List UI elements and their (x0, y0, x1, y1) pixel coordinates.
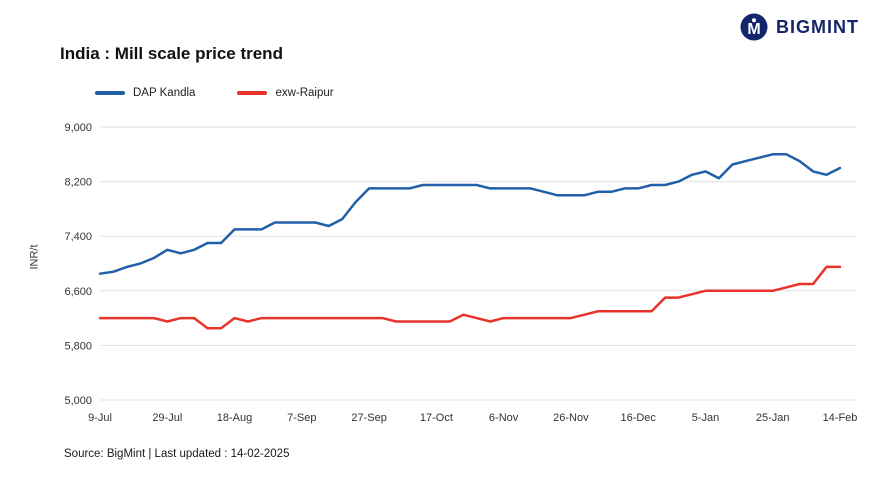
svg-text:6,600: 6,600 (64, 286, 92, 298)
svg-text:18-Aug: 18-Aug (217, 412, 252, 424)
svg-text:14-Feb: 14-Feb (823, 412, 858, 424)
svg-text:7,400: 7,400 (64, 231, 92, 243)
source-note: Source: BigMint | Last updated : 14-02-2… (64, 448, 290, 460)
svg-text:16-Dec: 16-Dec (620, 412, 656, 424)
svg-text:9,000: 9,000 (64, 122, 92, 134)
svg-text:M: M (747, 21, 760, 38)
svg-text:8,200: 8,200 (64, 177, 92, 189)
svg-text:27-Sep: 27-Sep (351, 412, 386, 424)
legend-swatch-blue (95, 91, 125, 95)
bigmint-logo: M BIGMINT (739, 12, 859, 42)
legend-item-exw-raipur: exw-Raipur (237, 87, 334, 99)
legend-label-exw-raipur: exw-Raipur (275, 87, 334, 99)
chart-legend: DAP Kandla exw-Raipur (95, 87, 334, 99)
svg-text:6-Nov: 6-Nov (489, 412, 519, 424)
svg-text:29-Jul: 29-Jul (152, 412, 182, 424)
page-title: India : Mill scale price trend (60, 44, 283, 63)
svg-text:9-Jul: 9-Jul (88, 412, 112, 424)
svg-text:5,000: 5,000 (64, 395, 92, 407)
svg-text:25-Jan: 25-Jan (756, 412, 790, 424)
y-axis-label: INR/t (28, 244, 41, 270)
bigmint-logo-text: BIGMINT (776, 16, 859, 37)
legend-swatch-red (237, 91, 268, 95)
svg-text:7-Sep: 7-Sep (287, 412, 316, 424)
svg-text:26-Nov: 26-Nov (553, 412, 589, 424)
legend-label-dap-kandla: DAP Kandla (133, 87, 196, 99)
legend-item-dap-kandla: DAP Kandla (95, 87, 195, 99)
bigmint-m-circle-icon: M (740, 13, 768, 41)
svg-text:17-Oct: 17-Oct (420, 412, 453, 424)
svg-text:5-Jan: 5-Jan (692, 412, 720, 424)
svg-text:5,800: 5,800 (64, 340, 92, 352)
